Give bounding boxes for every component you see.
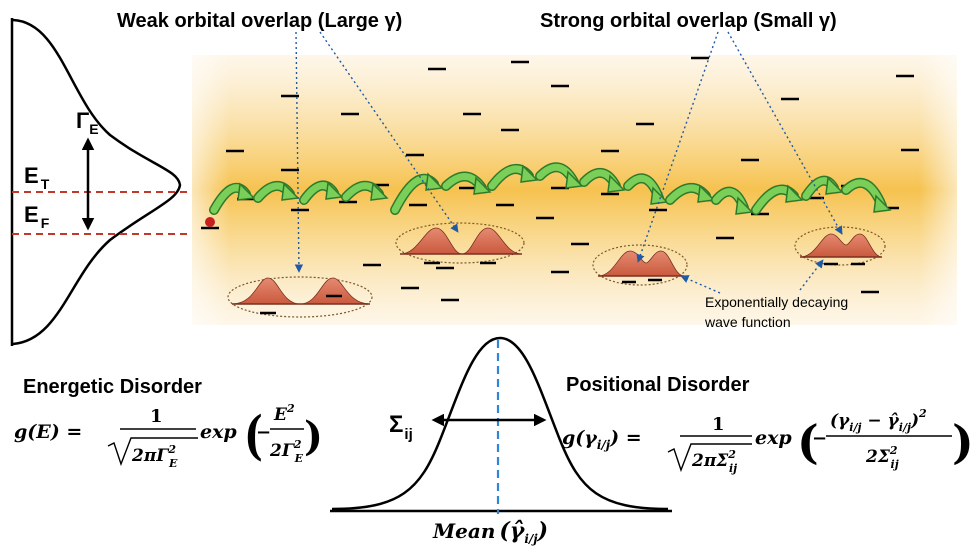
wavefunction-note-line1: Exponentially decaying: [705, 294, 848, 310]
energetic-equation: g(E) = 1 2πΓ2 E exp ( − E2 2Γ2 E ): [14, 402, 323, 470]
svg-text:g(E) =: g(E) =: [14, 421, 82, 443]
strong-overlap-title: Strong orbital overlap (Small γ): [540, 10, 837, 32]
hop-arrow-head: [785, 184, 804, 203]
svg-text:(γi/j − γ̂i/j)2: (γi/j − γ̂i/j)2: [830, 407, 927, 434]
energy-levels: [201, 56, 919, 302]
svg-text:1: 1: [712, 414, 725, 435]
positional-gaussian-curve: [331, 336, 669, 511]
svg-text:g(γi/j) =: g(γi/j) =: [562, 427, 642, 452]
orbital-pair-weak-bottom: [227, 276, 373, 318]
pointer-lines: [294, 31, 843, 294]
orbital-pair-strong-bottom: [592, 244, 688, 286]
svg-text:exp: exp: [755, 427, 792, 449]
svg-text:E2: E2: [273, 402, 295, 425]
hop-arrow-head: [237, 182, 256, 201]
positional-distribution-plot: Σij Mean (γ̂i/j): [330, 336, 672, 546]
gamma-e-label: ΓE: [76, 108, 99, 137]
svg-text:(: (: [797, 415, 819, 469]
svg-text:−: −: [812, 428, 827, 449]
svg-text:−: −: [256, 422, 271, 443]
hop-arrow-head: [873, 194, 892, 213]
hop-arrow-head: [607, 174, 626, 193]
hop-arrow-head: [370, 182, 389, 201]
positional-disorder-title: Positional Disorder: [566, 374, 750, 396]
hop-arrow-head: [697, 184, 716, 203]
hop-arrow-head: [825, 176, 844, 195]
svg-text:): ): [952, 415, 971, 469]
hop-arrow-head: [735, 196, 754, 215]
sigma-label: Σij: [389, 411, 413, 443]
svg-text:exp: exp: [200, 421, 237, 443]
dos-gaussian-curve: [12, 18, 182, 346]
hop-arrow-head: [325, 181, 344, 200]
svg-text:): ): [304, 413, 323, 460]
svg-text:1: 1: [150, 406, 163, 427]
charge-carrier: [205, 217, 215, 227]
wavefunction-note-line2: wave function: [704, 314, 791, 330]
hop-arrow-head: [281, 182, 300, 201]
orbital-pair-strong-top: [794, 226, 886, 266]
svg-text:(: (: [244, 404, 263, 466]
orbital-pair-weak-top: [395, 222, 525, 265]
mean-label: Mean (γ̂i/j): [432, 518, 548, 546]
hopping-arrows: [209, 162, 892, 215]
hop-arrow-head: [520, 164, 539, 183]
hop-arrow-head: [425, 172, 444, 191]
weak-overlap-title: Weak orbital overlap (Large γ): [117, 10, 402, 32]
hop-arrow-head: [473, 176, 492, 195]
hop-arrow-head: [565, 170, 584, 189]
energetic-disorder-title: Energetic Disorder: [23, 376, 202, 398]
positional-equation: g(γi/j) = 1 2πΣ2 ij exp ( − (γi/j − γ̂i/j…: [562, 407, 971, 475]
